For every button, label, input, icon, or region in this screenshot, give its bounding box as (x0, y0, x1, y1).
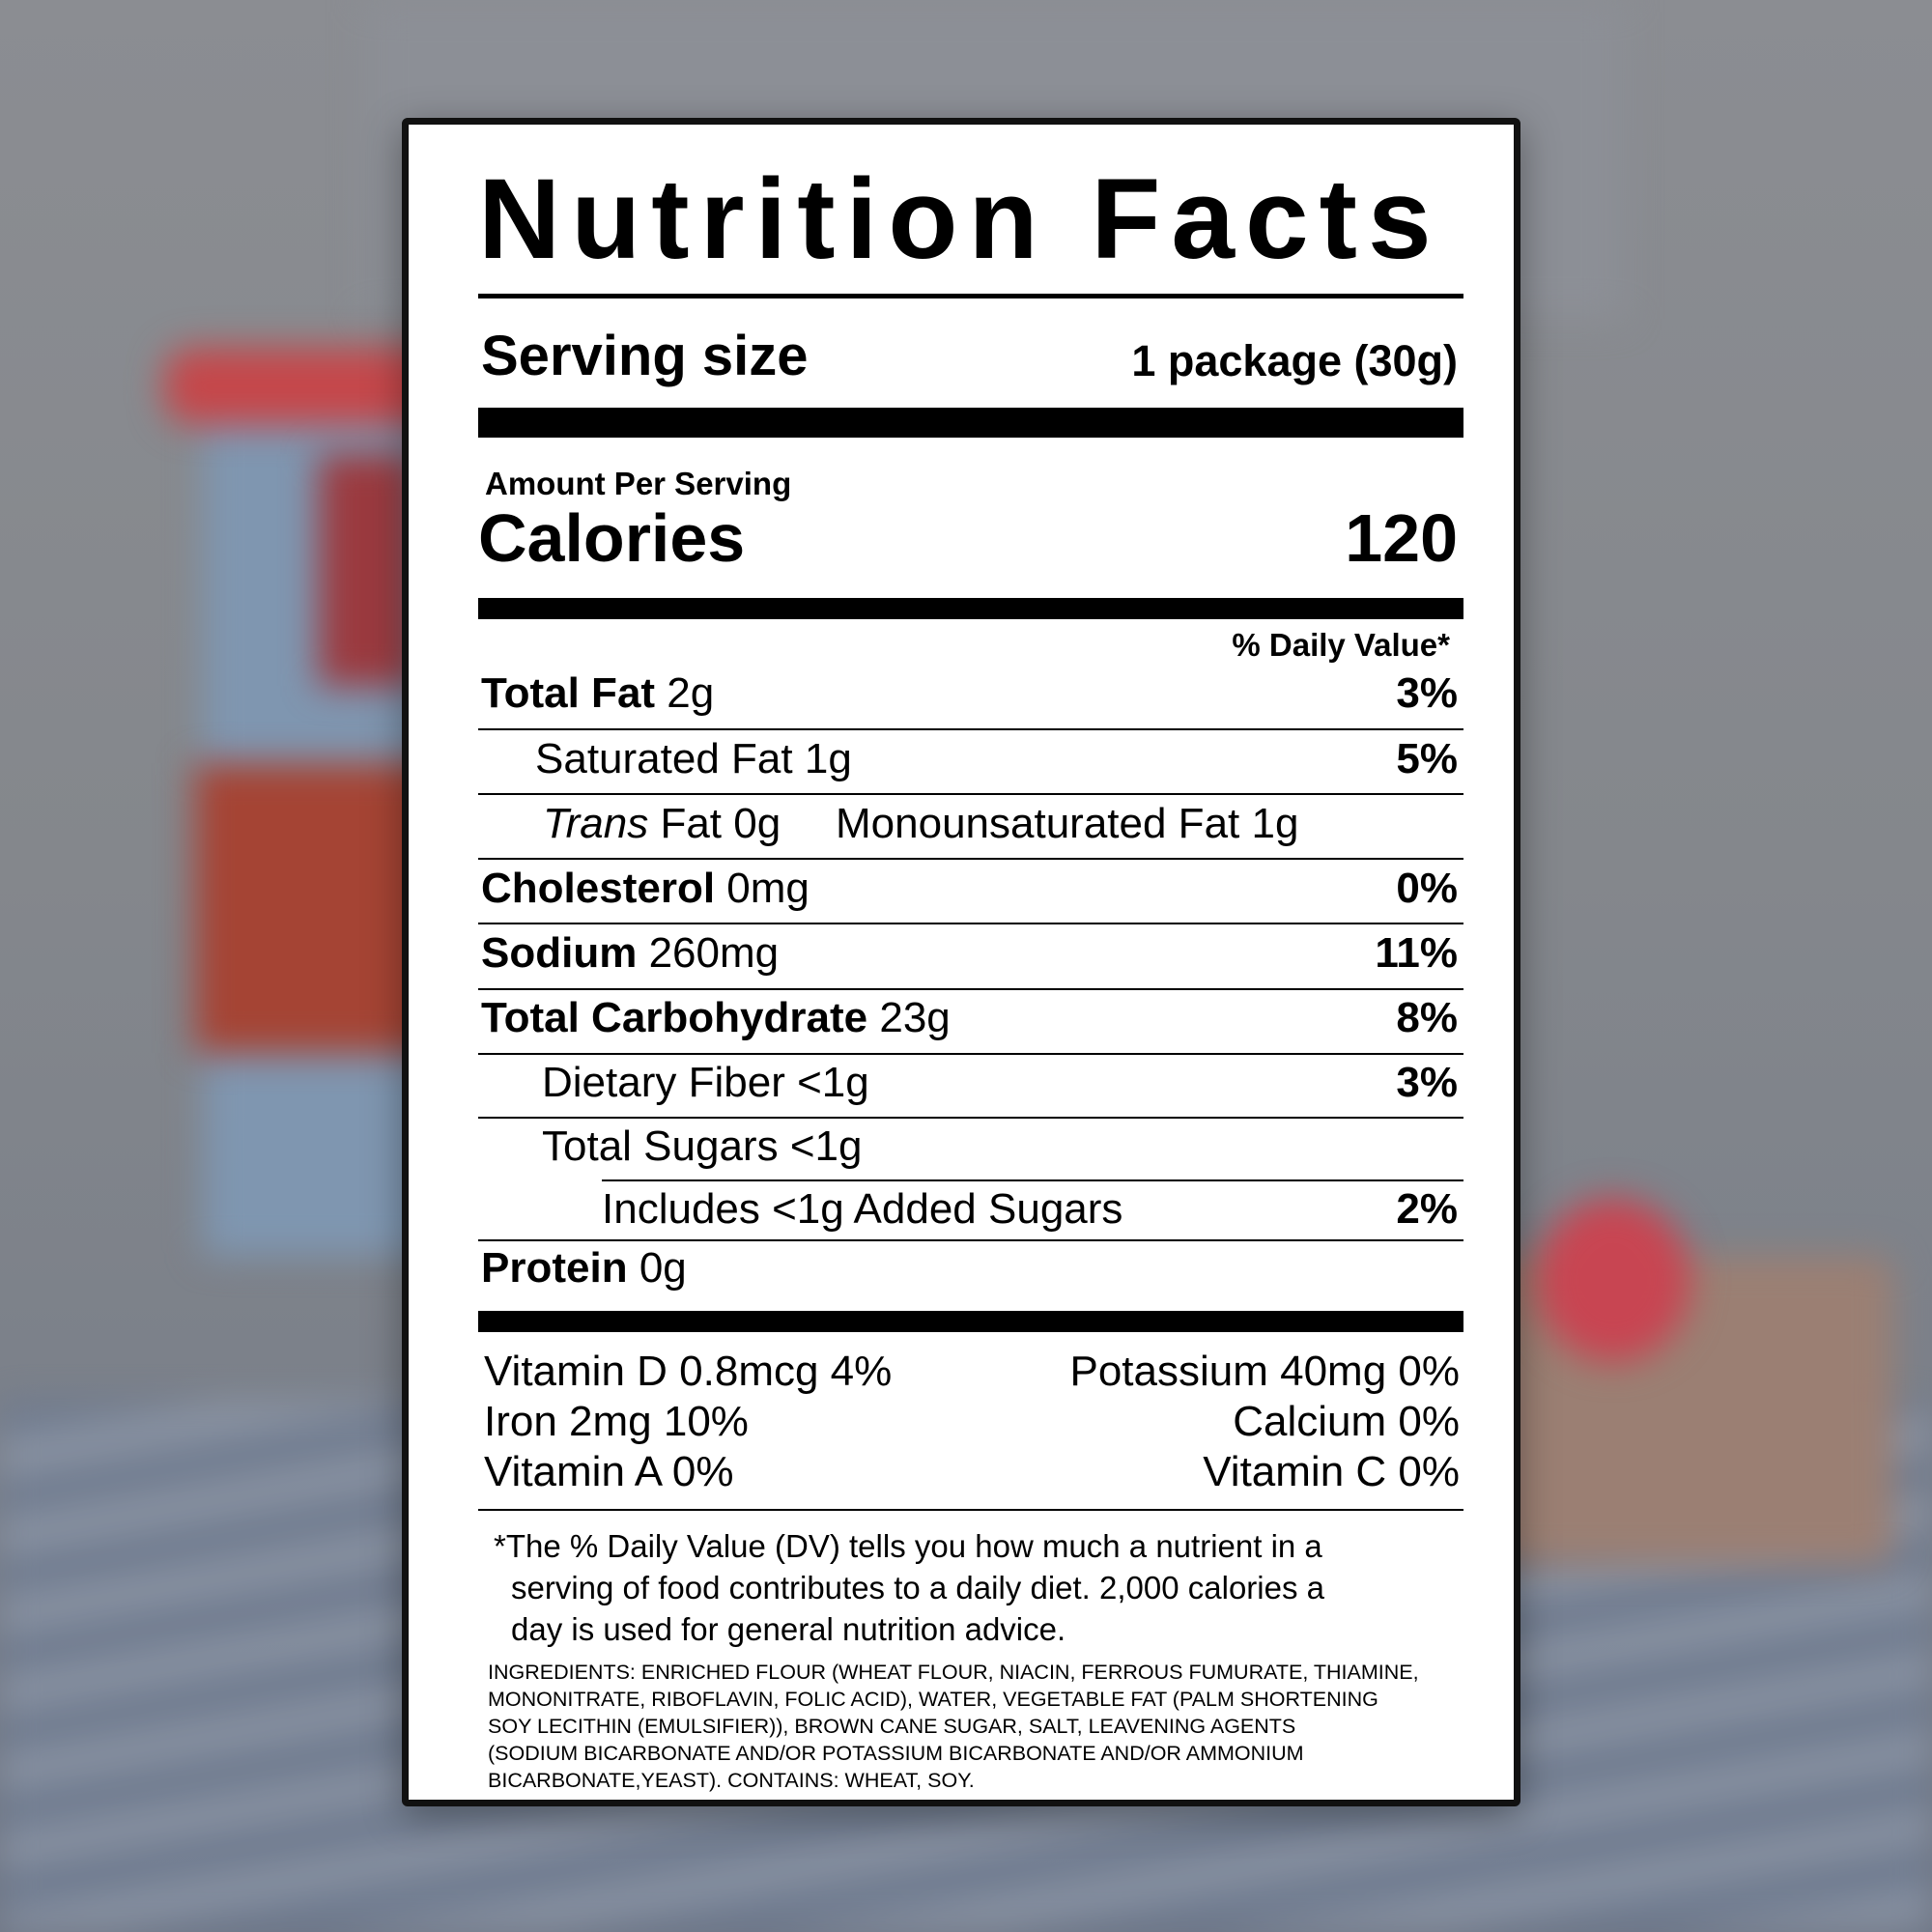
daily-value-header: % Daily Value* (1232, 627, 1450, 663)
ingredients-line: INGREDIENTS: ENRICHED FLOUR (WHEAT FLOUR… (488, 1661, 1419, 1684)
nutrient-amount: 23g (879, 994, 951, 1041)
serving-size-value: 1 package (30g) (1131, 336, 1458, 385)
nutrient-name: Includes <1g Added Sugars (602, 1185, 1123, 1233)
row-divider (478, 1509, 1463, 1511)
nutrient-daily-value: 11% (1375, 929, 1458, 977)
row-divider (478, 858, 1463, 860)
nutrient-amount: Fat 0g (660, 800, 781, 847)
nutrient-row-dietary-fiber: Dietary Fiber <1g 3% (478, 1058, 1463, 1108)
nutrient-amount: <1g (789, 1122, 863, 1170)
ingredients-line: BICARBONATE,YEAST). CONTAINS: WHEAT, SOY… (488, 1769, 975, 1792)
nutrient-daily-value: 3% (1396, 669, 1458, 717)
divider-medium (478, 1311, 1463, 1332)
vitamin-left: Iron 2mg 10% (484, 1398, 749, 1445)
calories-label: Calories (478, 500, 746, 576)
amount-per-serving-label: Amount Per Serving (485, 466, 792, 501)
row-divider (478, 1053, 1463, 1055)
vitamin-row: Iron 2mg 10% Calcium 0% (478, 1397, 1463, 1447)
row-divider (478, 923, 1463, 924)
nutrient-amount: 1g (804, 735, 852, 782)
nutrient-name: Trans (543, 800, 649, 847)
vitamin-right: Potassium 40mg 0% (1069, 1348, 1460, 1395)
row-divider (478, 728, 1463, 730)
amount-per-serving-row: Amount Per Serving (478, 465, 1463, 503)
background-fruit (1536, 1198, 1690, 1362)
vitamin-right: Vitamin C 0% (1203, 1448, 1460, 1495)
nutrient-row-total-sugars: Total Sugars <1g (478, 1122, 1463, 1172)
ingredients-line: (SODIUM BICARBONATE AND/OR POTASSIUM BIC… (488, 1742, 1304, 1765)
nutrient-daily-value: 3% (1396, 1059, 1458, 1106)
vitamin-row: Vitamin D 0.8mcg 4% Potassium 40mg 0% (478, 1347, 1463, 1397)
nutrient-name: Dietary Fiber (542, 1059, 785, 1106)
nutrient-row-cholesterol: Cholesterol 0mg 0% (478, 864, 1463, 914)
ingredients-line: SOY LECITHIN (EMULSIFIER)), BROWN CANE S… (488, 1715, 1296, 1738)
nutrient-daily-value: 2% (1396, 1185, 1458, 1233)
nutrient-name: Protein (481, 1244, 628, 1292)
ingredients-list: INGREDIENTS: ENRICHED FLOUR (WHEAT FLOUR… (488, 1659, 1512, 1794)
nutrient-amount: <1g (797, 1059, 869, 1106)
nutrient-name: Total Fat (481, 669, 656, 717)
row-divider-indented (602, 1179, 1463, 1181)
footnote-line: day is used for general nutrition advice… (511, 1611, 1066, 1647)
footnote-line: serving of food contributes to a daily d… (511, 1570, 1324, 1605)
divider-thick (478, 408, 1463, 438)
divider-medium (478, 598, 1463, 619)
nutrient-amount: 0mg (726, 865, 810, 912)
label-title: Nutrition Facts (478, 156, 1442, 283)
vitamin-right: Calcium 0% (1233, 1398, 1460, 1445)
nutrient-name: Total Carbohydrate (481, 994, 868, 1041)
nutrient-amount: 0g (639, 1244, 687, 1292)
nutrition-facts-label: Nutrition Facts Serving size 1 package (… (402, 118, 1520, 1806)
footnote-line: *The % Daily Value (DV) tells you how mu… (494, 1528, 1322, 1564)
nutrient-daily-value: 8% (1396, 994, 1458, 1041)
nutrient-daily-value: 5% (1396, 735, 1458, 782)
nutrient-row-trans-fat: Trans Fat 0g Monounsaturated Fat 1g (478, 799, 1463, 849)
nutrient-amount: 2g (667, 669, 715, 717)
nutrient-row-total-carbohydrate: Total Carbohydrate 23g 8% (478, 993, 1463, 1043)
nutrient-name: Cholesterol (481, 865, 716, 912)
row-divider (478, 1239, 1463, 1241)
divider-thin (478, 294, 1463, 298)
monounsaturated-fat: Monounsaturated Fat 1g (836, 800, 1299, 847)
ingredients-line: MONONITRATE, RIBOFLAVIN, FOLIC ACID), WA… (488, 1688, 1378, 1711)
nutrient-name: Saturated Fat (535, 735, 793, 782)
row-divider (478, 988, 1463, 990)
nutrient-row-protein: Protein 0g (478, 1243, 1463, 1293)
serving-size-row: Serving size 1 package (30g) (478, 323, 1463, 390)
vitamin-left: Vitamin D 0.8mcg 4% (484, 1348, 893, 1395)
vitamin-left: Vitamin A 0% (484, 1448, 734, 1495)
nutrient-row-sodium: Sodium 260mg 11% (478, 928, 1463, 979)
daily-value-header-row: % Daily Value* (478, 626, 1463, 665)
row-divider (478, 793, 1463, 795)
nutrient-daily-value: 0% (1396, 865, 1458, 912)
nutrient-row-added-sugars: Includes <1g Added Sugars 2% (478, 1184, 1463, 1235)
background-cup-logo (319, 454, 415, 686)
serving-size-label: Serving size (481, 325, 809, 387)
nutrient-row-saturated-fat: Saturated Fat 1g 5% (478, 734, 1463, 784)
daily-value-footnote: *The % Daily Value (DV) tells you how mu… (494, 1525, 1460, 1650)
row-divider (478, 1117, 1463, 1119)
calories-row: Calories 120 (478, 499, 1463, 577)
nutrient-name: Total Sugars (542, 1122, 779, 1170)
nutrient-name: Sodium (481, 929, 638, 977)
vitamin-row: Vitamin A 0% Vitamin C 0% (478, 1447, 1463, 1497)
nutrient-row-total-fat: Total Fat 2g 3% (478, 668, 1463, 719)
nutrient-amount: 260mg (648, 929, 780, 977)
calories-value: 120 (1345, 500, 1458, 576)
